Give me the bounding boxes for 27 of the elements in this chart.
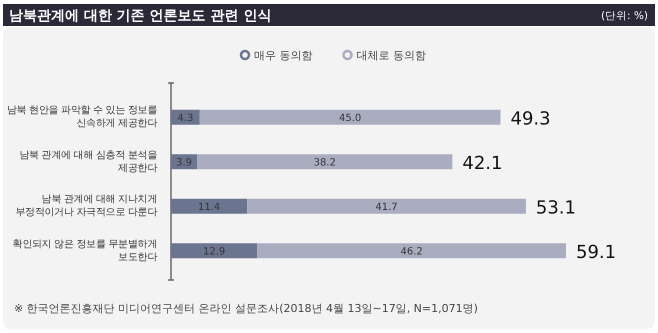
data-label: 46.2 [400, 246, 423, 258]
data-label: 4.3 [177, 112, 194, 124]
data-label: 3.9 [176, 157, 192, 168]
text: ※ 한국언론진흥재단 미디어연구센터 온라인 설문조사(2018년 4월 13일~17일, N=1,071명) [14, 302, 478, 315]
data-label: 11.4 [198, 202, 220, 213]
y-tick-label: 확인되지 않은 정보를 무분별하게 보도한다 [12, 238, 157, 264]
data-label: 12.9 [202, 246, 226, 258]
data-label: 45.0 [338, 112, 362, 124]
y-tick-label: 남북 현안을 파악할 수 있는 정보를 신속하게 제공한다 [6, 104, 157, 130]
text: (단위: %) [600, 10, 648, 22]
bar [200, 110, 500, 125]
data-label: 38.2 [314, 157, 336, 168]
bar [171, 198, 248, 214]
bar [171, 243, 258, 258]
legend-label: 매우 동의함 [254, 49, 312, 62]
bar [257, 243, 566, 258]
total-label: 42.1 [462, 152, 502, 174]
total-label: 59.1 [576, 242, 616, 263]
legend-label: 대체로 동의함 [356, 49, 426, 62]
total-label: 53.1 [536, 197, 576, 218]
total-label: 49.3 [510, 108, 551, 130]
bar [197, 154, 452, 170]
y-tick-label: 남북 관계에 대해 심층적 분석을 제공한다 [18, 148, 157, 175]
data-label: 41.7 [375, 202, 398, 213]
chart-title: 남북관계에 대한 기존 언론보도 관련 인식 [9, 8, 272, 24]
bar [247, 198, 526, 214]
y-tick-label: 남북 관계에 대해 지나치게 부정적이거나 자극적으로 다룬다 [14, 193, 157, 220]
